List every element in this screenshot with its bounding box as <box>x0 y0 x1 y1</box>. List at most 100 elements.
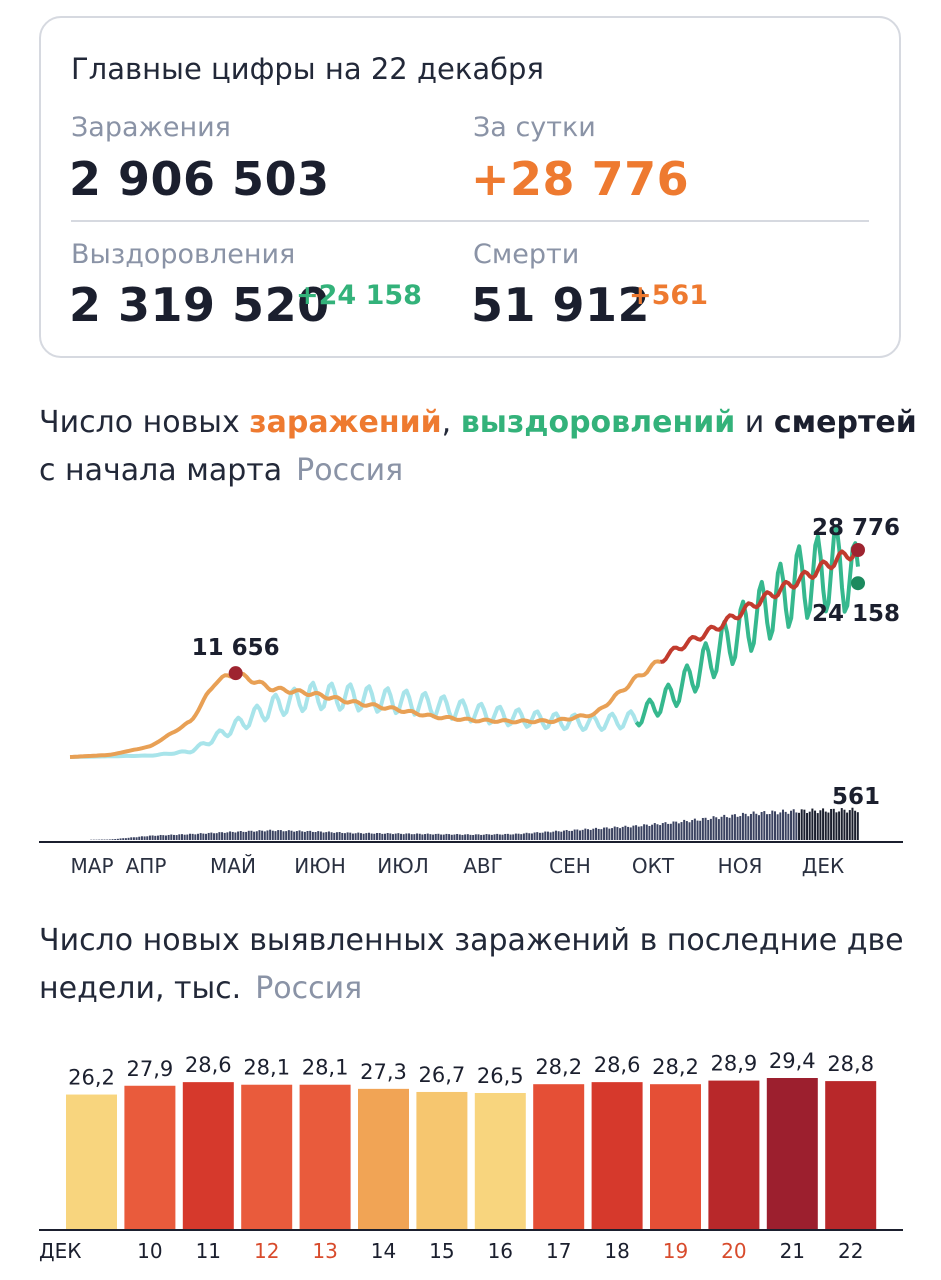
deaths-bar <box>306 830 309 840</box>
deaths-bar <box>496 833 499 840</box>
day-bar <box>358 1088 409 1230</box>
bar-value-label: 28,9 <box>711 1052 758 1076</box>
deaths-bar <box>143 836 146 840</box>
deaths-bar <box>367 832 370 840</box>
deaths-bar <box>552 831 555 840</box>
deaths-bar <box>418 833 421 840</box>
deaths-bar <box>488 834 491 840</box>
deaths-bar <box>701 817 704 840</box>
deaths-bar <box>362 833 365 840</box>
deaths-bar <box>440 834 443 840</box>
chart2-title: Число новых выявленных заражений в после… <box>39 923 904 958</box>
deaths-bar <box>838 811 841 840</box>
deaths-bar <box>231 831 234 840</box>
deaths-bar <box>613 826 616 840</box>
deaths-bar <box>792 809 795 840</box>
day-bar <box>124 1085 176 1230</box>
deaths-bar <box>135 837 138 840</box>
deaths-bar <box>330 832 333 840</box>
deaths-bar <box>504 833 507 840</box>
deaths-bar <box>763 811 766 840</box>
infections-peak-label: 11 656 <box>192 635 280 661</box>
chart1-region: Россия <box>296 453 404 488</box>
deaths-bar <box>480 834 483 840</box>
deaths-bar <box>114 839 117 840</box>
deaths-bar <box>645 824 648 840</box>
day-tick-label: 20 <box>721 1239 746 1263</box>
month-label: ИЮН <box>294 854 346 878</box>
infections-label: Заражения <box>71 112 231 143</box>
deaths-bar <box>493 834 496 840</box>
deaths-bar <box>619 828 622 840</box>
deaths-bar <box>237 831 240 840</box>
deaths-bar <box>608 828 611 840</box>
deaths-bar <box>199 833 202 840</box>
deaths-bar <box>715 817 718 840</box>
deaths-bar <box>573 829 576 840</box>
bar-value-label: 27,3 <box>360 1060 407 1084</box>
day-bar <box>416 1091 468 1230</box>
deaths-bar <box>413 834 416 840</box>
deaths-bar <box>162 835 165 840</box>
deaths-bar <box>629 827 632 840</box>
deaths-bar <box>405 833 408 840</box>
deaths-bar <box>482 834 485 840</box>
deaths-bar <box>501 834 504 840</box>
deaths-bar <box>675 821 678 840</box>
deaths-bar <box>456 833 459 840</box>
day-bar <box>708 1080 760 1230</box>
deaths-end-label: 561 <box>832 784 880 810</box>
summary-card: Главные цифры на 22 декабря Заражения 2 … <box>39 16 901 358</box>
deaths-bar <box>322 832 325 840</box>
chart1-title-deaths: смертей <box>773 405 917 440</box>
deaths-bar <box>587 829 590 840</box>
deaths-bar <box>720 816 723 840</box>
infections-value: 2 906 503 <box>69 152 330 206</box>
deaths-bar <box>458 834 461 840</box>
deaths-bar <box>819 810 822 840</box>
deaths-bar <box>207 832 210 840</box>
bar-value-label: 26,2 <box>68 1066 115 1090</box>
deaths-bar <box>773 811 776 840</box>
deaths-bar <box>140 836 143 840</box>
deaths-bar <box>632 825 635 840</box>
deaths-bar <box>373 833 376 840</box>
deaths-bar <box>178 834 181 840</box>
deaths-bar <box>357 832 360 840</box>
deaths-bar <box>546 831 549 840</box>
deaths-bar <box>544 831 547 840</box>
infections-end-dot <box>851 543 865 557</box>
chart1-title-part1: Число новых <box>39 405 250 440</box>
deaths-bar <box>835 812 838 840</box>
day-bar <box>825 1081 877 1230</box>
deaths-bar <box>603 827 606 840</box>
deaths-bar <box>191 833 194 840</box>
day-tick-label: 22 <box>838 1239 863 1263</box>
deaths-bar <box>410 834 413 840</box>
bar-value-label: 26,7 <box>419 1063 466 1087</box>
deaths-bar <box>287 830 290 840</box>
deaths-bar <box>189 833 192 840</box>
deaths-bar <box>242 831 245 840</box>
deaths-bar <box>723 814 726 840</box>
deaths-bar <box>747 816 750 840</box>
deaths-bar <box>266 830 269 840</box>
deaths-bar <box>803 809 806 840</box>
infections-end-label: 28 776 <box>812 515 900 541</box>
deaths-bar <box>685 821 688 840</box>
bar-value-label: 28,6 <box>594 1053 641 1077</box>
bar-value-label: 28,2 <box>535 1055 582 1079</box>
deaths-bar <box>846 812 849 840</box>
deaths-bar <box>226 832 229 840</box>
deaths-bar <box>653 823 656 840</box>
deaths-bar <box>354 833 357 840</box>
deaths-bar <box>186 834 189 840</box>
deaths-bar <box>760 812 763 840</box>
deaths-bar <box>469 834 472 840</box>
deaths-bar <box>680 822 683 840</box>
deaths-bar <box>258 830 261 840</box>
deaths-bar <box>661 823 664 840</box>
bar-value-label: 28,8 <box>827 1052 874 1076</box>
deaths-bar <box>122 838 125 840</box>
day-tick-label: 19 <box>663 1239 688 1263</box>
